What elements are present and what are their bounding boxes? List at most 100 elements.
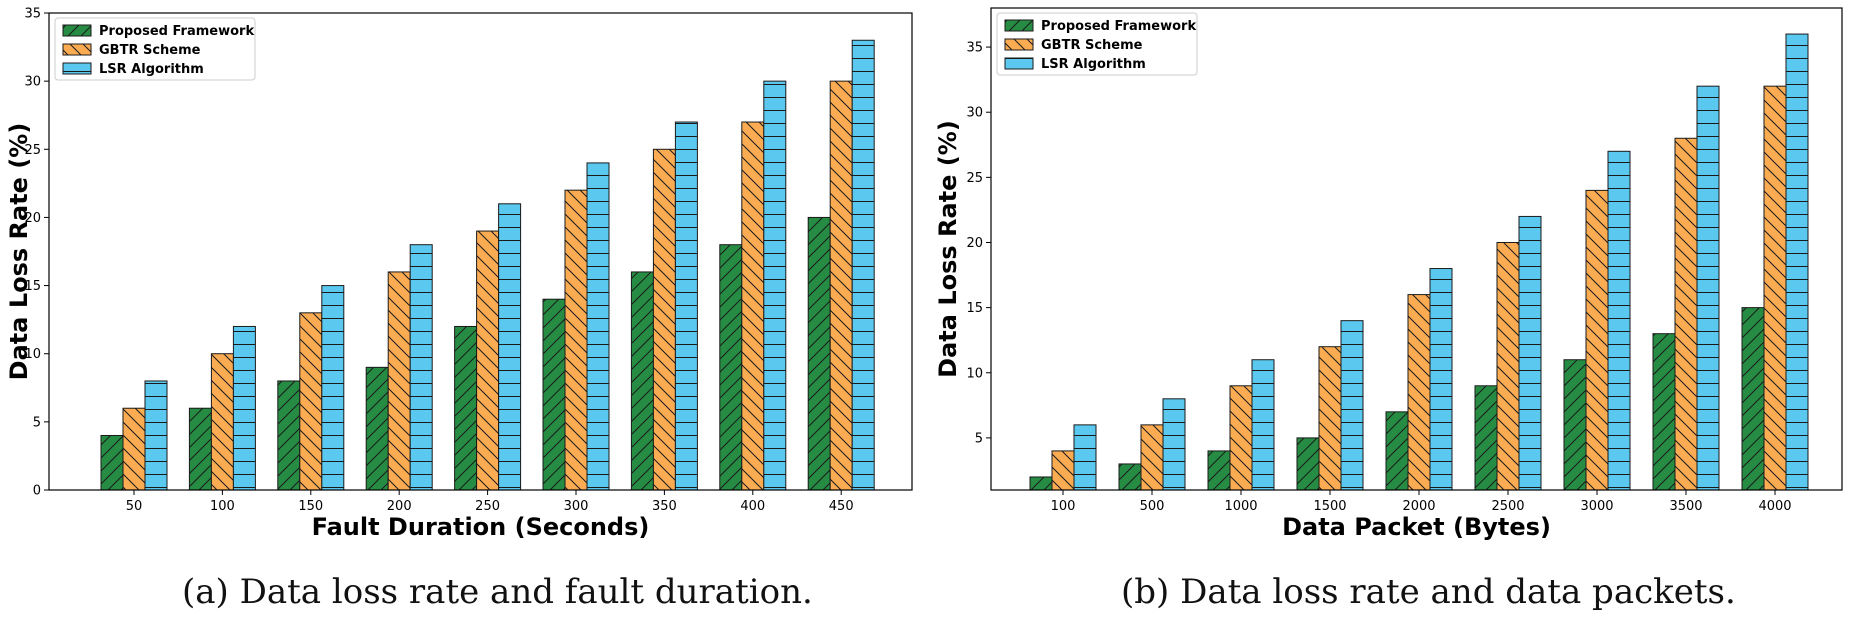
chart-b-legend-swatch-hatch	[1005, 20, 1033, 31]
chart-b-legend: Proposed Framework GBTR Scheme LSR Algor…	[996, 12, 1198, 76]
chart-b-bar-hatch-lsr-2000	[1429, 268, 1453, 491]
chart-a-x-tick-label: 300	[564, 499, 589, 514]
chart-a-legend-label-lsr: LSR Algorithm	[99, 62, 204, 77]
chart-a-bar-hatch-lsr-250	[498, 203, 522, 491]
chart-b-x-tick-label: 3000	[1580, 499, 1613, 514]
chart-b-bar-hatch-proposed-3000	[1563, 359, 1587, 491]
chart-a-bar-hatch-lsr-400	[763, 80, 787, 491]
chart-b-y-tick-label: 10	[966, 366, 983, 381]
chart-b-bar-hatch-lsr-3500	[1696, 85, 1720, 491]
chart-b-bar-hatch-lsr-4000	[1785, 33, 1809, 491]
chart-a-x-tick-label: 250	[475, 499, 500, 514]
chart-a-legend-swatch-hatch	[63, 44, 91, 55]
chart-b-ticks: 100 500 1000 1500 2000 2500 3000 3500 4000 5 10 15 2…	[966, 41, 1791, 514]
chart-b-bar-hatch-lsr-100	[1073, 424, 1097, 491]
chart-b-bar-hatch-lsr-1000	[1251, 359, 1275, 491]
chart-b-bar-hatch-proposed-2500	[1474, 385, 1498, 491]
chart-a-bar-hatch-gbtr-200	[387, 271, 411, 491]
chart-b-x-axis-title: Data Packet (Bytes)	[1282, 513, 1551, 541]
chart-a-bar-hatch-gbtr-50	[122, 407, 146, 491]
chart-b-y-tick-label: 35	[966, 41, 983, 56]
chart-a-x-tick-label: 200	[387, 499, 412, 514]
chart-b-x-tick-label: 100	[1051, 499, 1076, 514]
chart-a-x-tick-label: 100	[210, 499, 235, 514]
chart-a-bar-hatch-proposed-350	[630, 271, 654, 491]
chart-b-legend-swatch-hatch	[1005, 58, 1033, 69]
chart-a-y-tick-label: 0	[33, 484, 41, 499]
chart-a-bar-hatch-gbtr-300	[564, 189, 588, 491]
chart-a-x-tick-label: 450	[829, 499, 854, 514]
chart-b-bar-hatch-gbtr-3500	[1674, 137, 1698, 491]
chart-a-legend-label-proposed: Proposed Framework	[99, 24, 254, 39]
chart-a-bar-hatch-proposed-450	[807, 216, 831, 491]
chart-b-bar-hatch-lsr-3000	[1607, 150, 1631, 491]
chart-a-bar-hatch-gbtr-250	[476, 230, 500, 491]
chart-a-legend-box	[54, 17, 256, 81]
chart-b-x-tick-label: 3500	[1669, 499, 1702, 514]
chart-b-bar-hatch-gbtr-500	[1140, 424, 1164, 491]
chart-b: 100 500 1000 1500 2000 2500 3000 3500 4000 5 10 15 2…	[934, 7, 1843, 541]
chart-b-bar-hatch-gbtr-100	[1051, 450, 1075, 491]
chart-b-legend-box	[996, 12, 1198, 76]
chart-b-bar-hatch-lsr-500	[1162, 398, 1186, 491]
chart-a-x-axis-title: Fault Duration (Seconds)	[312, 513, 650, 541]
chart-a-bar-hatch-lsr-350	[674, 121, 698, 491]
chart-b-y-tick-label: 30	[966, 106, 983, 121]
chart-b-bar-hatch-gbtr-1000	[1229, 385, 1253, 491]
chart-b-y-tick-label: 20	[966, 236, 983, 251]
chart-a-bar-hatch-lsr-100	[232, 325, 256, 491]
chart-a-bar-hatch-proposed-200	[365, 366, 389, 491]
chart-b-bar-hatch-gbtr-1500	[1318, 346, 1342, 491]
chart-a-y-tick-label: 35	[24, 7, 41, 22]
chart-a-bar-hatch-proposed-300	[542, 298, 566, 491]
chart-a-ticks: 50 100 150 200 250 300 350 400 450 0 5 10 15 20 25 30 35	[24, 7, 853, 515]
chart-a-y-tick-label: 25	[24, 143, 41, 158]
chart-a-legend-swatch-hatch	[63, 25, 91, 36]
chart-a-bar-hatch-proposed-400	[719, 244, 743, 491]
chart-b-bar-hatch-gbtr-3000	[1585, 189, 1609, 491]
chart-a-bar-hatch-proposed-250	[454, 325, 478, 491]
chart-a-y-tick-label: 20	[24, 211, 41, 226]
chart-a-y-axis-title: Data Loss Rate (%)	[5, 123, 33, 381]
chart-a-bar-hatch-lsr-450	[851, 39, 875, 491]
chart-b-bar-hatch-proposed-1500	[1296, 437, 1320, 491]
caption-b: (b) Data loss rate and data packets.	[1121, 572, 1736, 612]
chart-a-legend-label-gbtr: GBTR Scheme	[99, 43, 201, 58]
chart-b-y-tick-label: 5	[975, 431, 983, 446]
chart-a-y-tick-label: 30	[24, 75, 41, 90]
chart-a-bar-hatch-proposed-50	[100, 434, 124, 491]
chart-b-x-tick-label: 2000	[1402, 499, 1435, 514]
chart-a-bar-hatch-proposed-100	[188, 407, 212, 491]
chart-a-bar-hatch-lsr-200	[409, 244, 433, 491]
chart-b-bar-hatch-lsr-1500	[1340, 320, 1364, 491]
chart-b-plot-frame	[990, 7, 1843, 491]
chart-a-y-tick-label: 10	[24, 347, 41, 362]
chart-b-bar-hatch-lsr-2500	[1518, 215, 1542, 491]
chart-a-bar-hatch-proposed-150	[277, 380, 301, 491]
chart-b-y-tick-label: 25	[966, 171, 983, 186]
chart-a-bar-hatch-gbtr-350	[652, 148, 676, 491]
chart-a-legend-swatch-hatch	[63, 63, 91, 74]
chart-a-bars	[100, 39, 875, 491]
chart-a-bar-hatch-lsr-150	[321, 285, 345, 491]
chart-a-bar-hatch-gbtr-400	[741, 121, 765, 491]
chart-a-x-tick-label: 150	[298, 499, 323, 514]
chart-b-x-tick-label: 2500	[1491, 499, 1524, 514]
chart-a-x-tick-label: 50	[126, 499, 143, 514]
chart-a-x-tick-label: 350	[652, 499, 677, 514]
chart-b-x-tick-label: 1000	[1224, 499, 1257, 514]
chart-b-bar-hatch-gbtr-4000	[1763, 85, 1787, 491]
chart-b-bar-hatch-proposed-500	[1118, 463, 1142, 491]
chart-a-x-tick-label: 400	[740, 499, 765, 514]
chart-b-y-tick-label: 15	[966, 301, 983, 316]
chart-b-bars	[1029, 33, 1809, 491]
chart-b-bar-hatch-proposed-2000	[1385, 411, 1409, 491]
chart-b-bar-hatch-proposed-1000	[1207, 450, 1231, 491]
chart-b-legend-label-gbtr: GBTR Scheme	[1041, 38, 1143, 53]
chart-b-bar-hatch-proposed-100	[1029, 476, 1053, 491]
chart-b-x-tick-label: 4000	[1758, 499, 1791, 514]
chart-a-bar-hatch-gbtr-450	[829, 80, 853, 491]
chart-a-bar-hatch-gbtr-150	[299, 312, 323, 491]
chart-a-plot-frame	[48, 12, 913, 491]
